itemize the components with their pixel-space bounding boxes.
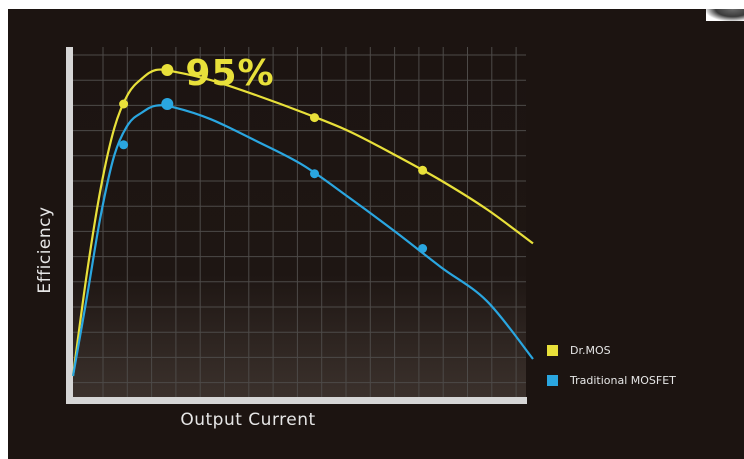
series-0-point [310, 113, 319, 123]
legend-label-dr-mos: Dr.MOS [570, 344, 611, 357]
series-line-0 [71, 68, 534, 377]
legend-swatch-traditional-mosfet [547, 375, 558, 386]
series-group [71, 64, 534, 377]
legend-label-traditional-mosfet: Traditional MOSFET [569, 374, 676, 387]
series-0-point [161, 64, 174, 76]
grid [73, 47, 526, 397]
series-1-point [119, 140, 129, 150]
series-0-point [418, 165, 428, 175]
plot-area [72, 46, 526, 397]
y-axis-title: Efficiency [35, 206, 55, 293]
peak-efficiency-label: 95% [185, 53, 274, 94]
legend: Dr.MOS Traditional MOSFET [547, 344, 676, 387]
x-axis-title: Output Current [180, 410, 315, 430]
x-axis [66, 397, 527, 404]
efficiency-chart: 95% Output Current Efficiency Dr.MOS Tra… [35, 46, 676, 430]
series-0-point [119, 99, 129, 109]
chart-stage: 95% Output Current Efficiency Dr.MOS Tra… [8, 9, 744, 459]
series-1-point [161, 98, 174, 110]
series-1-point [310, 169, 319, 179]
y-axis [66, 47, 73, 404]
corner-decoration [706, 9, 744, 21]
legend-swatch-dr-mos [547, 345, 558, 356]
series-1-point [418, 244, 428, 253]
